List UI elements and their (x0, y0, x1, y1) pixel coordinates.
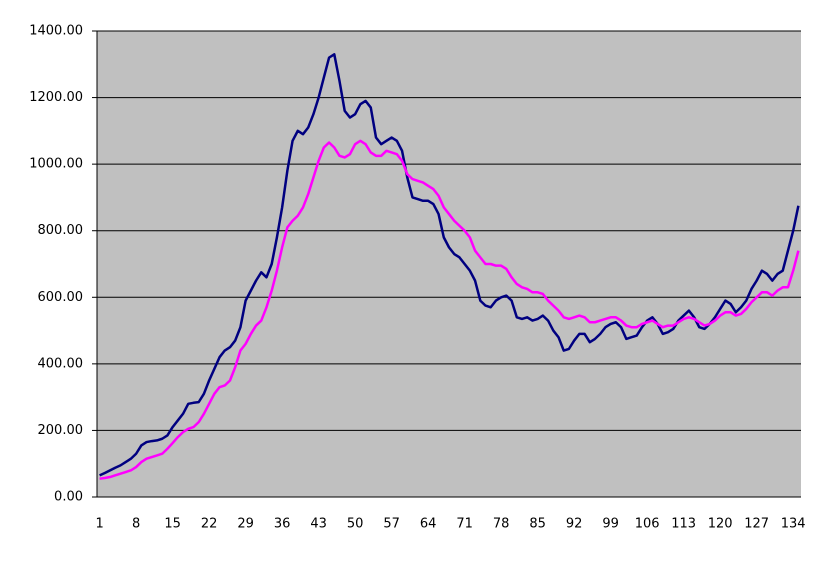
series-line (99, 139, 800, 480)
y-tick-label: 0.00 (54, 490, 83, 505)
x-tick-label: 1 (95, 517, 103, 532)
x-tick-label: 64 (420, 517, 437, 532)
x-tick-label: 134 (781, 517, 806, 532)
x-tick-label: 71 (456, 517, 473, 532)
x-tick-label: 78 (493, 517, 510, 532)
y-tick-label: 600.00 (38, 290, 84, 305)
x-tick-label: 106 (635, 517, 660, 532)
y-tick-label: 1200.00 (29, 90, 83, 105)
series-line (99, 53, 800, 477)
x-tick-label: 29 (237, 517, 254, 532)
x-tick-label: 92 (566, 517, 583, 532)
x-tick-label: 127 (744, 517, 769, 532)
x-tick-label: 15 (164, 517, 181, 532)
x-tick-label: 85 (529, 517, 546, 532)
x-tick-label: 36 (274, 517, 291, 532)
x-tick-label: 120 (708, 517, 733, 532)
y-tick-label: 200.00 (38, 423, 84, 438)
y-tick-label: 800.00 (38, 223, 84, 238)
y-tick-label: 400.00 (38, 356, 84, 371)
x-tick-label: 22 (201, 517, 218, 532)
x-tick-label: 50 (347, 517, 364, 532)
x-tick-label: 113 (671, 517, 696, 532)
y-tick-label: 1400.00 (29, 24, 83, 39)
x-tick-label: 57 (383, 517, 400, 532)
x-tick-label: 43 (310, 517, 327, 532)
x-tick-label: 99 (602, 517, 619, 532)
y-tick-label: 1000.00 (29, 157, 83, 172)
x-tick-label: 8 (132, 517, 140, 532)
plot-area (97, 31, 801, 497)
